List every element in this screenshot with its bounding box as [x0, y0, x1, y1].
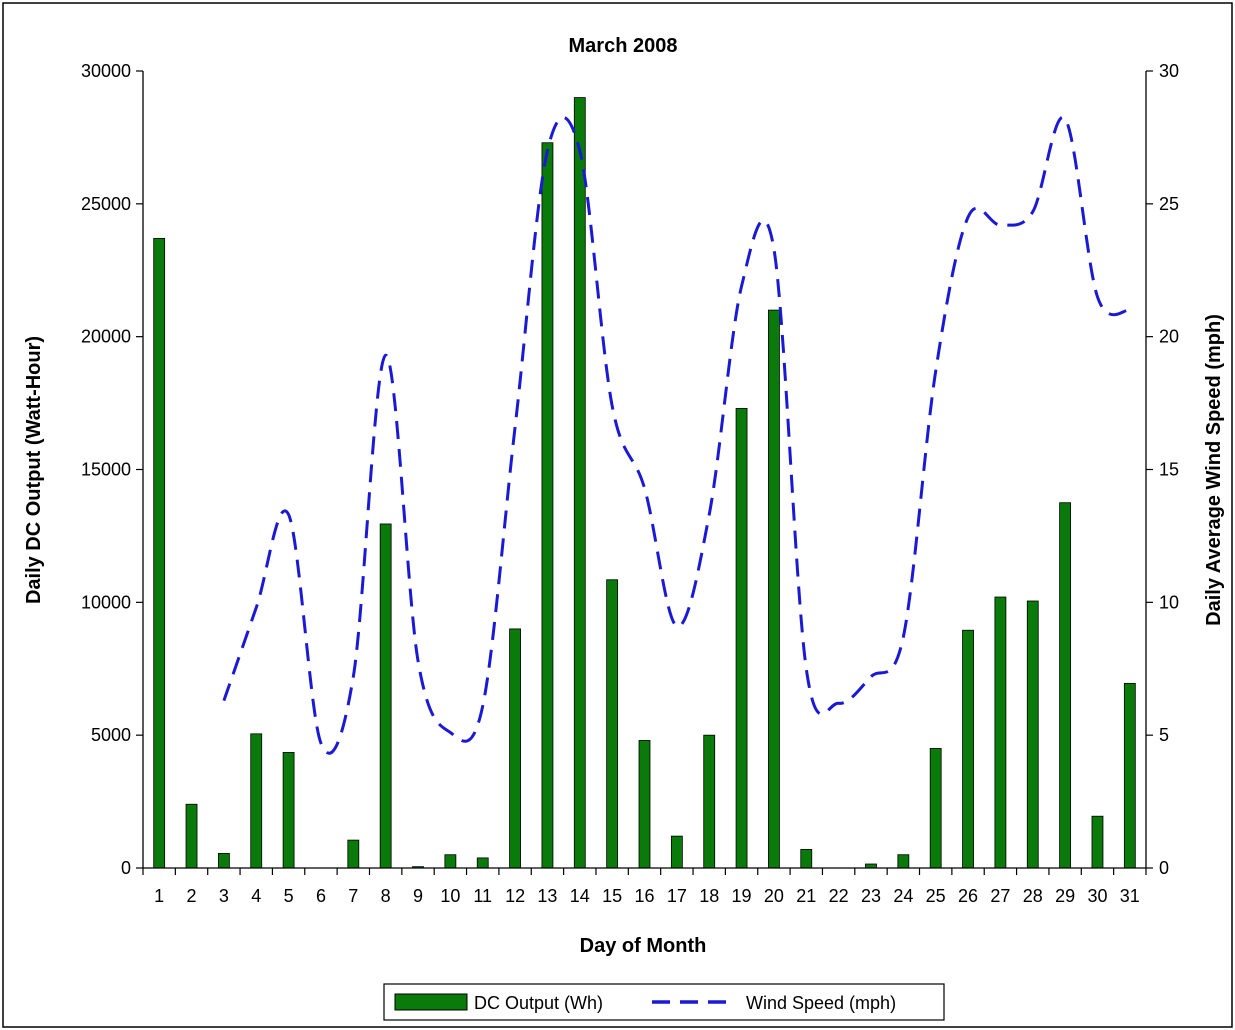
plot-area: 0500010000150002000025000300000510152025… [81, 61, 1179, 906]
bar-dc-output-day-18 [703, 734, 716, 869]
y2-tick-label-15: 15 [1159, 460, 1179, 480]
x-tick-label-27: 27 [990, 886, 1010, 906]
x-tick-label-11: 11 [473, 886, 492, 906]
bar-dc-output-day-2 [185, 803, 198, 869]
y2-tick-label-5: 5 [1159, 725, 1169, 745]
x-tick-label-6: 6 [316, 886, 326, 906]
x-tick-label-31: 31 [1120, 886, 1140, 906]
y2-tick-label-25: 25 [1159, 194, 1179, 214]
bar-dc-output-day-11 [476, 857, 489, 869]
x-tick-label-29: 29 [1055, 886, 1075, 906]
bar-dc-output-day-16 [638, 740, 651, 869]
bar-dc-output-day-20 [768, 309, 780, 869]
x-tick-label-28: 28 [1023, 886, 1043, 906]
y2-tick-label-0: 0 [1159, 858, 1169, 878]
y-tick-label-20000: 20000 [81, 327, 131, 347]
y2-tick-label-10: 10 [1159, 592, 1179, 612]
bar-dc-output-day-14 [573, 97, 586, 869]
bar-dc-output-day-21 [800, 849, 813, 869]
x-tick-label-9: 9 [413, 886, 423, 906]
y2-tick-label-30: 30 [1159, 61, 1179, 81]
bar-dc-output-day-30 [1091, 815, 1104, 869]
legend: DC Output (Wh) Wind Speed (mph) [383, 983, 945, 1021]
x-tick-label-4: 4 [251, 886, 261, 906]
x-tick-label-8: 8 [381, 886, 391, 906]
x-tick-label-26: 26 [958, 886, 978, 906]
x-tick-label-19: 19 [732, 886, 752, 906]
x-tick-label-12: 12 [505, 886, 525, 906]
x-tick-label-15: 15 [602, 886, 622, 906]
legend-label-wind-speed: Wind Speed (mph) [746, 993, 896, 1013]
x-tick-label-10: 10 [440, 886, 460, 906]
bar-dc-output-day-27 [994, 596, 1007, 869]
y-tick-label-10000: 10000 [81, 592, 131, 612]
x-tick-label-18: 18 [699, 886, 719, 906]
x-tick-label-20: 20 [764, 886, 784, 906]
x-tick-label-17: 17 [667, 886, 687, 906]
bar-dc-output-day-13 [541, 142, 554, 869]
x-tick-label-1: 1 [154, 886, 164, 906]
x-tick-label-24: 24 [893, 886, 913, 906]
bar-dc-output-day-1 [153, 237, 166, 869]
y-tick-label-30000: 30000 [81, 61, 131, 81]
x-tick-label-22: 22 [829, 886, 849, 906]
y2-axis-label: Daily Average Wind Speed (mph) [1203, 314, 1225, 626]
bar-dc-output-day-29 [1059, 502, 1072, 869]
bar-dc-output-day-17 [670, 835, 683, 869]
bar-dc-output-day-12 [509, 628, 521, 869]
x-tick-label-30: 30 [1087, 886, 1107, 906]
bar-dc-output-day-15 [606, 579, 619, 869]
y-tick-label-0: 0 [121, 858, 131, 878]
bar-dc-output-day-8 [379, 523, 392, 869]
x-tick-label-2: 2 [187, 886, 197, 906]
chart-title: March 2008 [569, 35, 678, 57]
bar-dc-output-day-4 [250, 733, 263, 869]
x-tick-label-7: 7 [348, 886, 358, 906]
bar-dc-output-day-7 [347, 839, 360, 869]
x-tick-label-13: 13 [537, 886, 557, 906]
x-tick-label-16: 16 [634, 886, 654, 906]
y-tick-label-15000: 15000 [81, 460, 131, 480]
bar-dc-output-day-24 [897, 854, 910, 869]
bar-dc-output-day-26 [962, 629, 974, 869]
bar-dc-output-day-5 [282, 752, 295, 869]
legend-label-dc-output: DC Output (Wh) [474, 993, 603, 1013]
bar-dc-output-day-10 [444, 854, 457, 869]
bar-dc-output-day-25 [929, 748, 942, 869]
legend-swatch-dc-output [394, 993, 468, 1011]
x-tick-label-3: 3 [219, 886, 229, 906]
y-tick-label-25000: 25000 [81, 194, 131, 214]
x-axis-label: Day of Month [580, 935, 707, 957]
line-wind-speed [222, 115, 1131, 755]
y-tick-label-5000: 5000 [91, 725, 131, 745]
bar-dc-output-day-28 [1026, 600, 1039, 869]
x-tick-label-23: 23 [861, 886, 881, 906]
bar-dc-output-day-3 [217, 852, 230, 869]
x-tick-label-25: 25 [926, 886, 946, 906]
x-tick-label-14: 14 [570, 886, 590, 906]
x-tick-label-21: 21 [796, 886, 816, 906]
bar-dc-output-day-31 [1123, 682, 1136, 869]
x-tick-label-5: 5 [284, 886, 294, 906]
bar-dc-output-day-19 [735, 407, 748, 869]
y2-tick-label-20: 20 [1159, 327, 1179, 347]
y-axis-label: Daily DC Output (Watt-Hour) [23, 336, 45, 604]
